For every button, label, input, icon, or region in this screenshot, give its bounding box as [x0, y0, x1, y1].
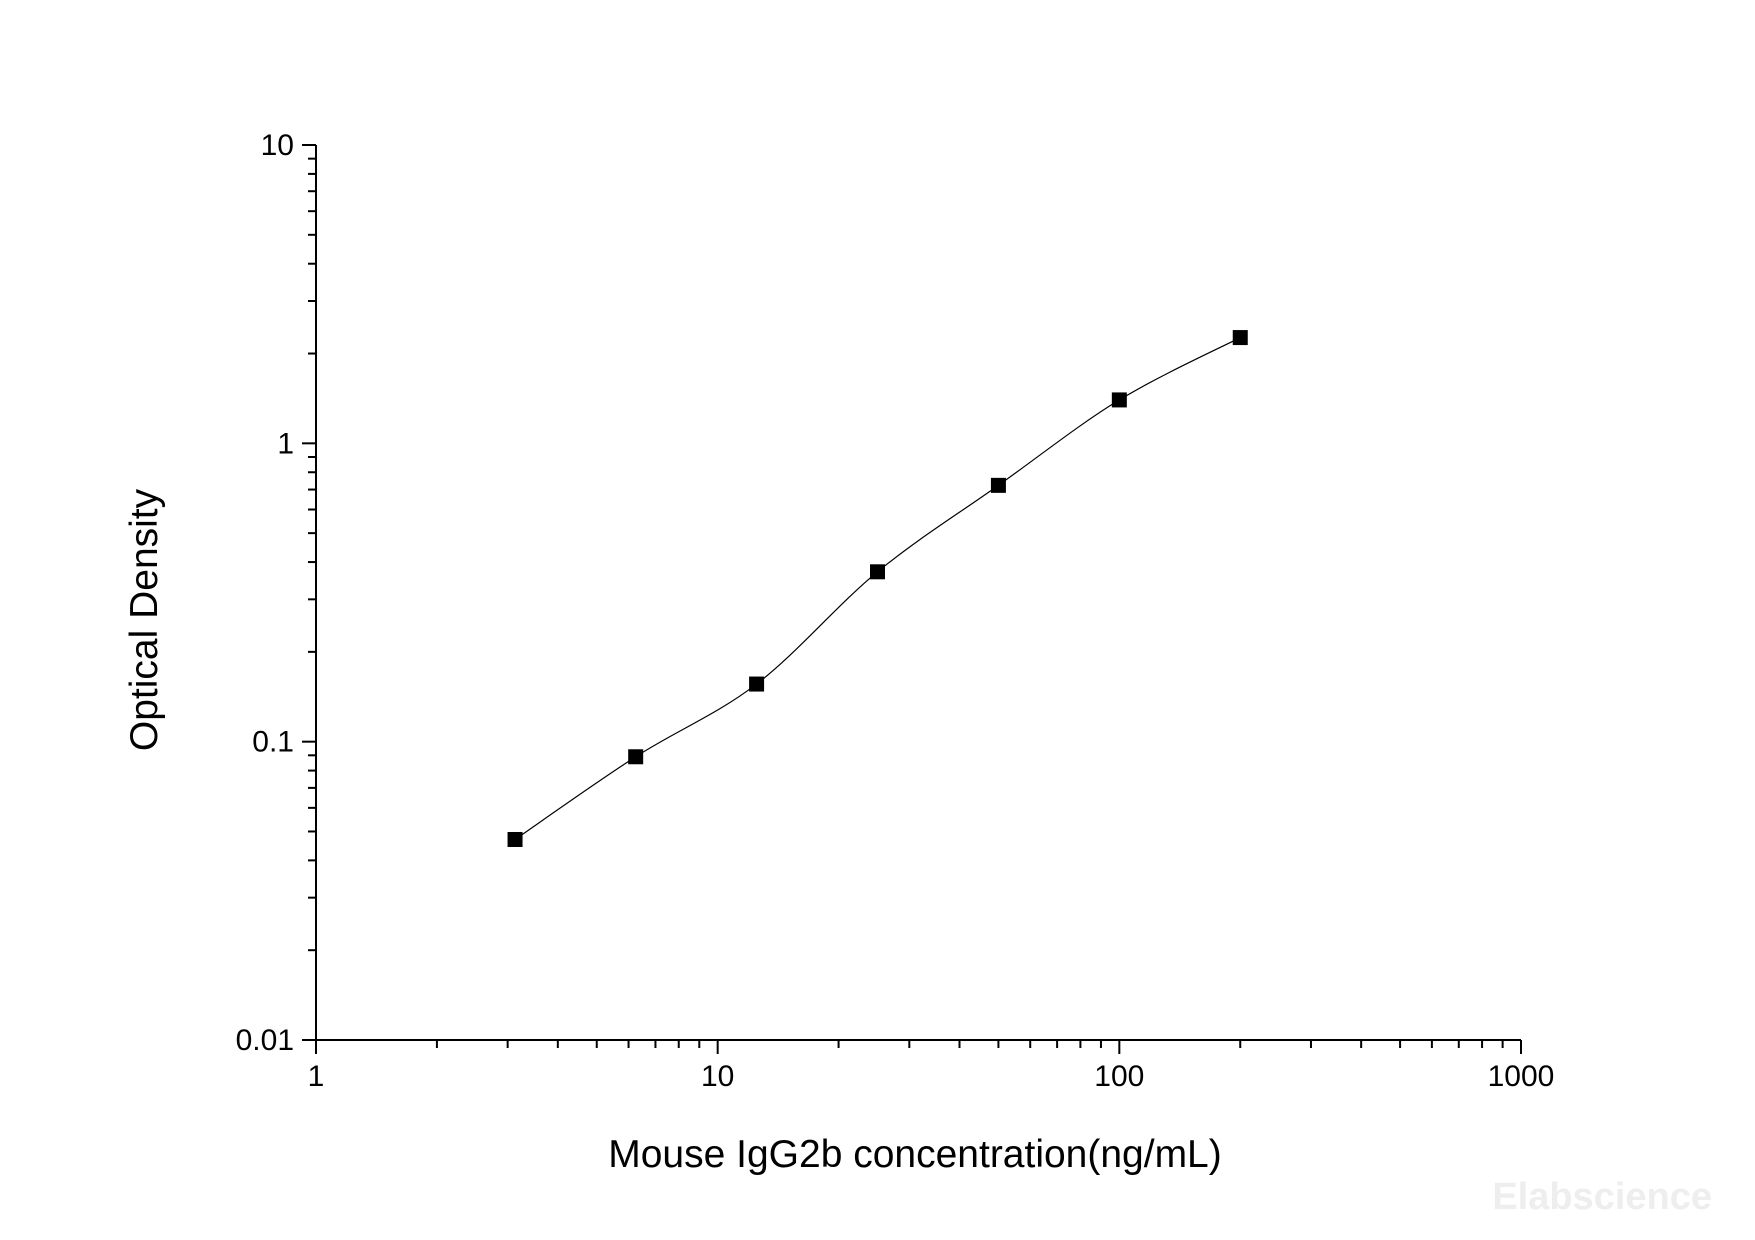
y-tick-label: 10 — [261, 129, 294, 162]
x-tick-label: 1000 — [1488, 1060, 1555, 1093]
y-tick-label: 1 — [277, 427, 294, 460]
data-point — [507, 831, 523, 847]
data-points — [507, 330, 1248, 847]
data-point — [990, 477, 1006, 493]
x-axis-ticks: 1 10 100 1000 — [308, 1040, 1555, 1093]
data-point — [749, 676, 765, 692]
axes — [315, 145, 1521, 1041]
data-point — [1232, 330, 1248, 346]
x-tick-label: 100 — [1094, 1060, 1144, 1093]
y-axis-label: Optical Density — [123, 488, 166, 751]
fit-curve-group — [514, 337, 1241, 840]
fit-curve — [514, 337, 1241, 840]
watermark: Elabscience — [1492, 1176, 1712, 1218]
data-point — [628, 749, 644, 765]
data-point — [1111, 392, 1127, 408]
data-point — [870, 564, 886, 580]
y-tick-label: 0.01 — [236, 1024, 294, 1057]
y-axis-ticks: 10 1 0.1 0.01 — [236, 129, 316, 1057]
x-axis-label: Mouse IgG2b concentration(ng/mL) — [608, 1133, 1222, 1176]
y-tick-label: 0.1 — [252, 726, 294, 759]
x-tick-label: 10 — [701, 1060, 734, 1093]
x-tick-label: 1 — [308, 1060, 325, 1093]
